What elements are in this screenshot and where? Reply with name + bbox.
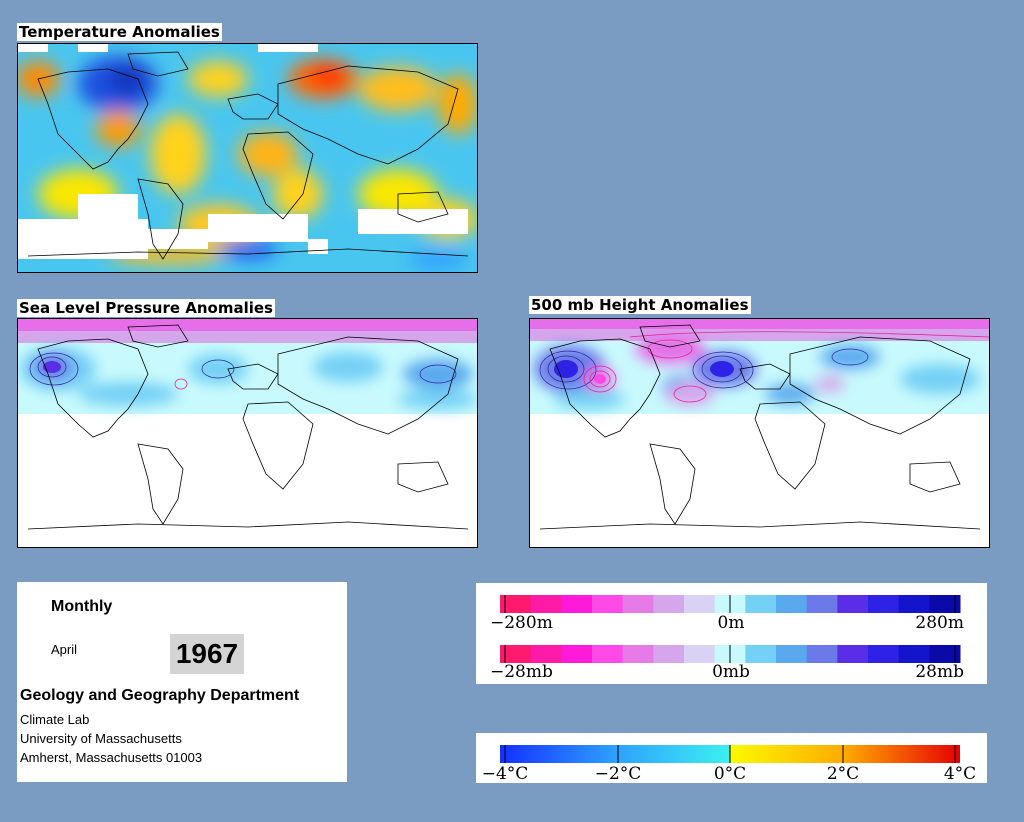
color-swatch (806, 645, 838, 663)
color-swatch (561, 595, 593, 613)
height-label-max: 280m (915, 613, 964, 633)
anomaly-legend: −280m 0m 280m −28mb 0mb 28mb (476, 583, 987, 684)
color-swatch (653, 595, 685, 613)
color-swatch (776, 595, 808, 613)
temperature-ticks (504, 745, 956, 763)
year-label: 1967 (170, 634, 244, 674)
color-swatch (500, 595, 532, 613)
color-swatch (898, 595, 930, 613)
info-panel: Monthly April 1967 Geology and Geography… (17, 582, 347, 782)
color-swatch (806, 595, 838, 613)
color-swatch (745, 595, 777, 613)
address-line: Amherst, Massachusetts 01003 (20, 750, 203, 765)
height-map-title: 500 mb Height Anomalies (529, 296, 751, 314)
color-swatch (929, 645, 961, 663)
slp-map-title: Sea Level Pressure Anomalies (17, 299, 275, 317)
height-label-min: −280m (490, 613, 553, 633)
department-name: Geology and Geography Department (20, 687, 300, 704)
frequency-label: Monthly (51, 598, 113, 615)
pressure-label-max: 28mb (915, 662, 964, 682)
month-label: April (51, 642, 78, 657)
temperature-map-title: Temperature Anomalies (17, 23, 222, 41)
height-anomaly-map (529, 318, 990, 548)
lab-name: Climate Lab (20, 712, 90, 727)
color-swatch (530, 645, 562, 663)
color-swatch (776, 645, 808, 663)
color-swatch (837, 645, 869, 663)
color-swatch (530, 595, 562, 613)
color-swatch (622, 645, 654, 663)
color-swatch (684, 645, 716, 663)
slp-anomaly-map (17, 318, 478, 548)
height-label-zero: 0m (718, 613, 745, 633)
height-color-bar (500, 595, 961, 613)
pressure-label-min: −28mb (490, 662, 553, 682)
temperature-legend: −4°C −2°C 0°C 2°C 4°C (476, 733, 987, 783)
color-swatch (592, 595, 624, 613)
color-swatch (868, 645, 900, 663)
color-swatch (500, 645, 532, 663)
color-swatch (898, 645, 930, 663)
color-swatch (653, 645, 685, 663)
temp-label-pos2: 2°C (827, 764, 859, 783)
temp-label-max: 4°C (944, 764, 976, 783)
temp-label-neg2: −2°C (595, 764, 642, 783)
color-swatch (622, 595, 654, 613)
color-swatch (561, 645, 593, 663)
color-swatch (868, 595, 900, 613)
pressure-label-zero: 0mb (712, 662, 750, 682)
color-swatch (745, 645, 777, 663)
temp-label-zero: 0°C (714, 764, 746, 783)
temperature-anomaly-map (17, 43, 478, 273)
color-swatch (929, 595, 961, 613)
color-swatch (837, 595, 869, 613)
temp-label-min: −4°C (482, 764, 529, 783)
color-swatch (684, 595, 716, 613)
pressure-color-bar (500, 645, 961, 663)
university-name: University of Massachusetts (20, 731, 182, 746)
color-swatch (592, 645, 624, 663)
